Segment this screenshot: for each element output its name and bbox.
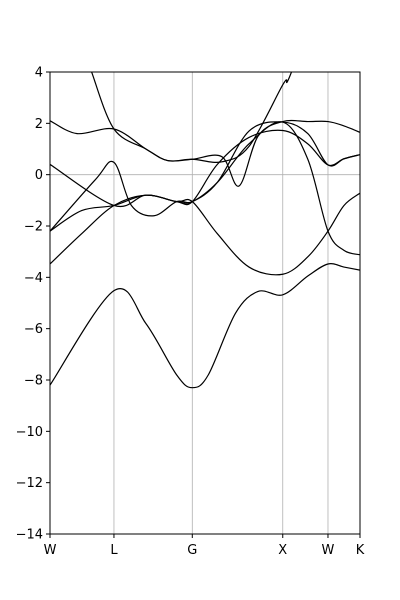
y-tick-label: −4 (24, 271, 43, 286)
y-tick-label: −8 (24, 374, 43, 389)
y-tick-label: 0 (35, 168, 43, 183)
x-tick-label: W (322, 543, 335, 558)
grid-layer (50, 72, 360, 534)
band-line-7 (91, 72, 293, 163)
x-tick-label: X (278, 543, 287, 558)
y-tick-label: −2 (24, 220, 43, 235)
x-tick-label: G (187, 543, 197, 558)
y-tick-label: 4 (35, 66, 43, 81)
band-line-5 (50, 129, 360, 208)
y-tick-label: −14 (16, 528, 43, 543)
axis-layer: 420−2−4−6−8−10−12−14W L G X W K (16, 66, 365, 559)
band-line-2 (50, 192, 360, 276)
x-tick-label: W (44, 543, 57, 558)
band-line-6 (50, 119, 360, 187)
x-tick-label: K (356, 543, 365, 558)
plot-frame (49, 71, 361, 535)
band-line-1 (50, 263, 360, 389)
series-layer (50, 72, 360, 389)
x-tick-label: L (110, 543, 118, 558)
y-tick-label: −10 (16, 425, 43, 440)
y-tick-label: −12 (16, 476, 43, 491)
y-tick-label: −6 (24, 322, 43, 337)
y-tick-label: 2 (35, 117, 43, 132)
